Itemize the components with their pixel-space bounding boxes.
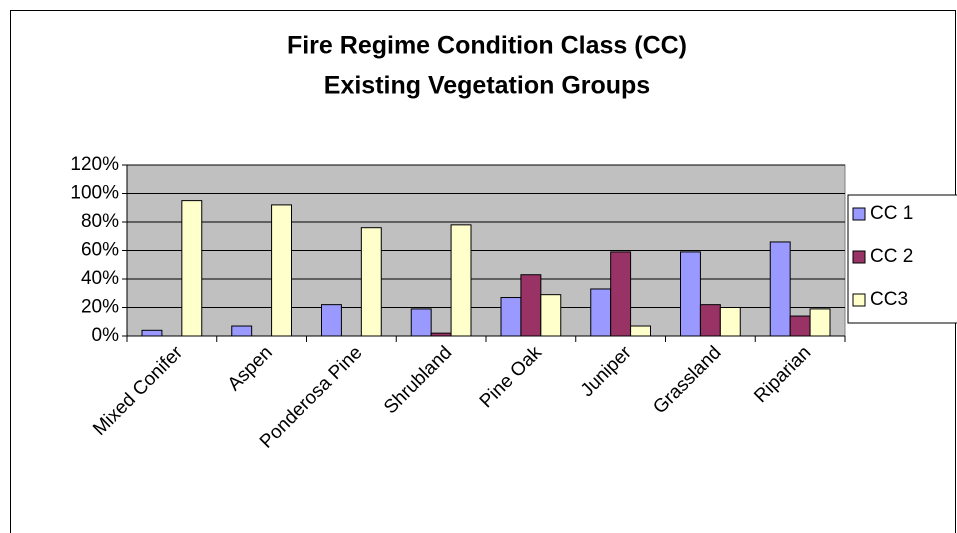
bar xyxy=(699,304,721,337)
bar xyxy=(590,288,612,337)
legend-label: CC 1 xyxy=(870,203,913,224)
legend-swatch xyxy=(852,293,866,307)
bar xyxy=(500,297,522,337)
y-tick-label: 0% xyxy=(92,325,120,346)
bar xyxy=(789,315,811,337)
y-tick-label: 20% xyxy=(81,297,119,318)
bar xyxy=(610,251,632,337)
legend-box xyxy=(847,194,957,324)
bar xyxy=(360,227,382,337)
legend-swatch xyxy=(852,207,866,221)
y-tick-label: 100% xyxy=(70,183,119,204)
bar xyxy=(680,251,701,337)
y-tick-label: 120% xyxy=(70,154,119,175)
legend-label: CC3 xyxy=(870,289,908,310)
bar xyxy=(231,325,253,337)
bar xyxy=(410,308,432,337)
bar xyxy=(450,224,472,337)
bar xyxy=(809,308,831,337)
bar xyxy=(540,294,562,337)
bar xyxy=(271,204,293,337)
legend-label: CC 2 xyxy=(870,246,913,267)
y-tick-label: 80% xyxy=(81,211,119,232)
bar xyxy=(321,304,342,337)
bar xyxy=(520,274,542,337)
chart-subtitle: Existing Vegetation Groups xyxy=(324,72,650,100)
bar xyxy=(769,241,791,337)
chart-title: Fire Regime Condition Class (CC) xyxy=(287,32,687,60)
bar xyxy=(181,200,203,337)
y-tick-label: 40% xyxy=(81,268,119,289)
y-tick-label: 60% xyxy=(81,240,119,261)
bar xyxy=(719,307,741,337)
bar xyxy=(630,325,651,337)
bar xyxy=(141,329,163,337)
legend-swatch xyxy=(852,250,866,264)
